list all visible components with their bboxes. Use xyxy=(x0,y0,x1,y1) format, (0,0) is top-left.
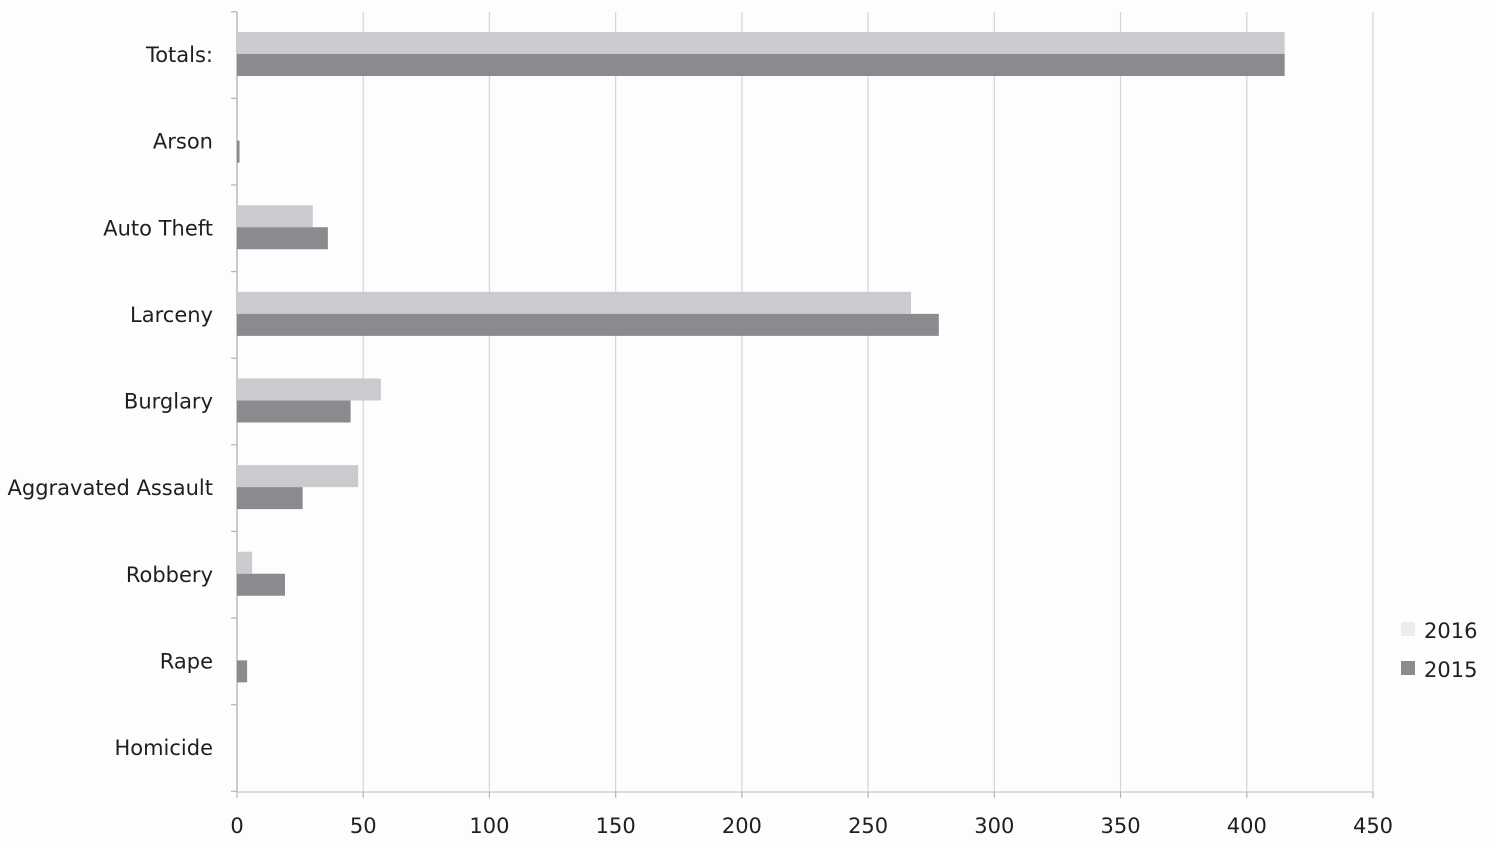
category-label: Arson xyxy=(153,130,213,154)
legend-label-2015: 2015 xyxy=(1424,658,1477,682)
bar-2016 xyxy=(237,32,1285,54)
bar-2015 xyxy=(237,400,351,423)
bar-2015 xyxy=(237,313,939,336)
category-label: Homicide xyxy=(114,736,213,760)
x-tick-label: 200 xyxy=(722,814,762,838)
x-tick-label: 350 xyxy=(1101,814,1141,838)
x-tick-label: 0 xyxy=(230,814,243,838)
bar-2015 xyxy=(237,573,285,596)
bar-2016 xyxy=(237,291,912,314)
legend: 2016 2015 xyxy=(1401,619,1477,682)
category-label: Auto Theft xyxy=(103,216,213,240)
bar-2015 xyxy=(237,54,1285,76)
category-labels: Totals: Arson Auto Theft Larceny Burglary Agg… xyxy=(8,43,213,760)
bar-2016 xyxy=(237,378,381,401)
x-tick-label: 100 xyxy=(469,814,509,838)
x-tick-label: 300 xyxy=(974,814,1014,838)
x-tick-label: 150 xyxy=(596,814,636,838)
bar-2015 xyxy=(237,487,303,510)
category-label: Rape xyxy=(160,649,213,673)
legend-label-2016: 2016 xyxy=(1424,619,1477,643)
category-label: Burglary xyxy=(124,390,213,414)
bar-2016 xyxy=(237,205,313,228)
category-label: Totals: xyxy=(145,43,213,67)
legend-swatch-2016 xyxy=(1401,622,1415,636)
x-tick-labels: 0 50 100 150 200 250 300 350 400 450 xyxy=(230,814,1393,838)
bars xyxy=(237,32,1285,683)
x-tick-label: 50 xyxy=(350,814,377,838)
legend-swatch-2015 xyxy=(1401,661,1415,675)
category-label: Robbery xyxy=(126,563,213,587)
category-label: Larceny xyxy=(130,303,213,327)
bar-2016 xyxy=(237,465,359,488)
bar-2015 xyxy=(237,227,328,250)
category-label: Aggravated Assault xyxy=(8,476,213,500)
x-tick-label: 400 xyxy=(1227,814,1267,838)
grid-lines xyxy=(362,12,1374,792)
x-tick-label: 250 xyxy=(848,814,888,838)
bar-2015 xyxy=(237,660,248,683)
axes xyxy=(231,11,1374,798)
bar-2015 xyxy=(237,140,240,163)
bar-2016 xyxy=(237,551,253,574)
x-tick-label: 450 xyxy=(1353,814,1393,838)
